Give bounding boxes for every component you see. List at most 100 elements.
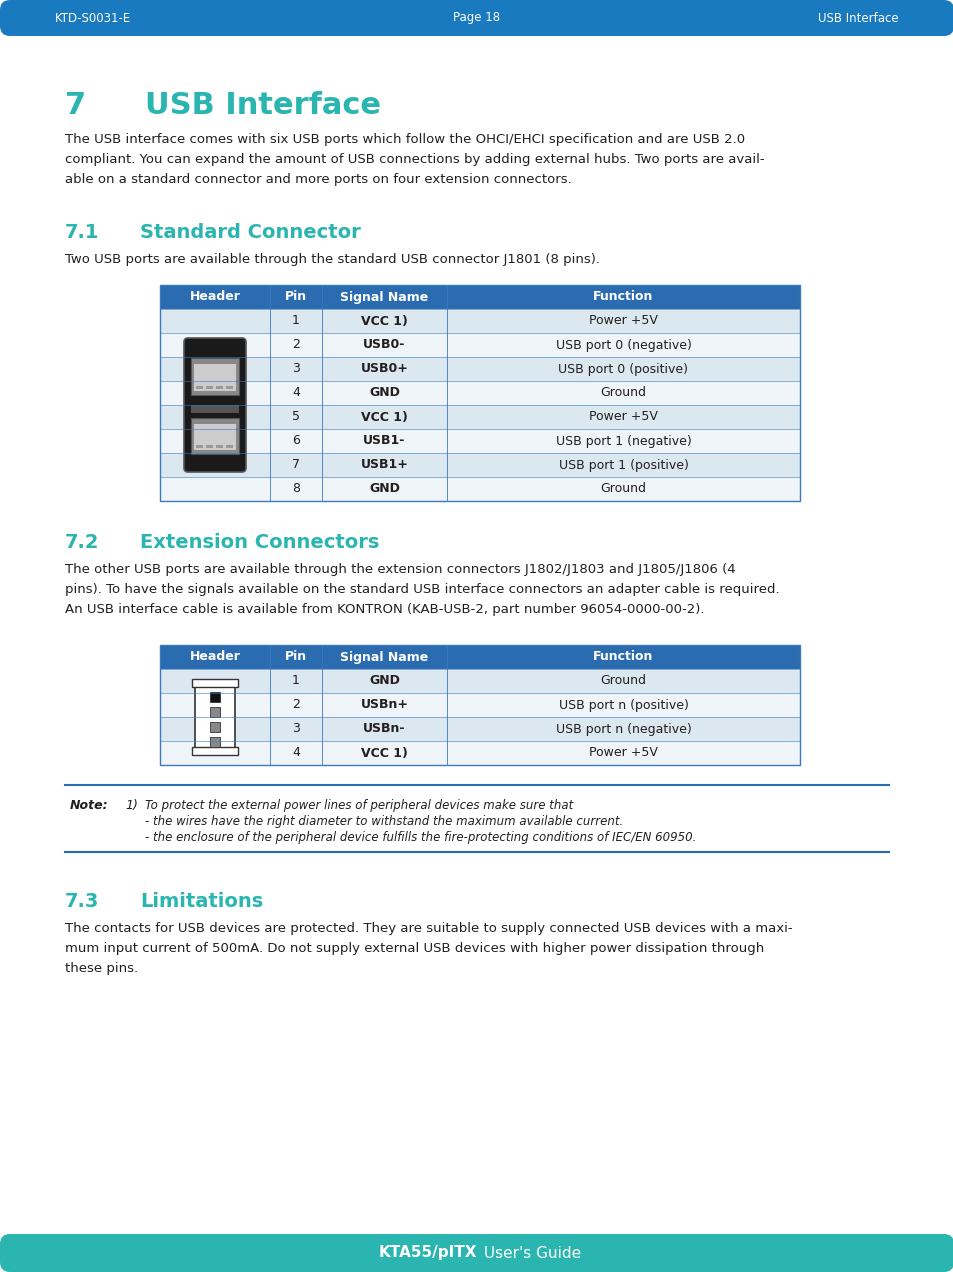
Text: 1: 1 — [292, 314, 299, 327]
Text: To protect the external power lines of peripheral devices make sure that: To protect the external power lines of p… — [145, 799, 573, 812]
Text: 7.1: 7.1 — [65, 223, 99, 242]
Bar — [160, 645, 800, 764]
Bar — [206, 385, 213, 389]
Text: USB1+: USB1+ — [360, 458, 408, 472]
Text: 8: 8 — [292, 482, 299, 496]
Text: Limitations: Limitations — [140, 892, 263, 911]
Text: USB0+: USB0+ — [360, 363, 408, 375]
Text: Signal Name: Signal Name — [340, 290, 428, 304]
Text: Function: Function — [593, 650, 653, 664]
Bar — [210, 692, 220, 702]
Text: 4: 4 — [292, 387, 299, 399]
Bar — [191, 404, 239, 413]
Bar — [160, 404, 800, 429]
Bar — [193, 424, 235, 450]
Bar — [160, 333, 800, 357]
Text: 1): 1) — [125, 799, 138, 812]
Text: Pin: Pin — [285, 650, 307, 664]
Text: Ground: Ground — [599, 674, 646, 687]
Text: USB Interface: USB Interface — [818, 11, 898, 24]
Bar — [191, 418, 239, 454]
Bar — [210, 707, 220, 717]
Text: Power +5V: Power +5V — [588, 747, 658, 759]
Text: KTA55/pITX: KTA55/pITX — [378, 1245, 476, 1261]
Text: 2: 2 — [292, 338, 299, 351]
Bar — [160, 309, 270, 501]
Text: The contacts for USB devices are protected. They are suitable to supply connecte: The contacts for USB devices are protect… — [65, 922, 792, 935]
Text: 5: 5 — [292, 411, 299, 424]
Text: Extension Connectors: Extension Connectors — [140, 533, 379, 552]
Bar — [160, 285, 800, 309]
Text: Power +5V: Power +5V — [588, 314, 658, 327]
Bar — [210, 722, 220, 731]
Text: pins). To have the signals available on the standard USB interface connectors an: pins). To have the signals available on … — [65, 583, 779, 597]
Text: USB port n (positive): USB port n (positive) — [558, 698, 688, 711]
Bar — [191, 359, 239, 394]
Text: 3: 3 — [292, 722, 299, 735]
Bar — [160, 693, 800, 717]
Bar — [195, 445, 203, 449]
Bar — [160, 429, 800, 453]
Text: USB port 1 (positive): USB port 1 (positive) — [558, 458, 688, 472]
Text: Power +5V: Power +5V — [588, 411, 658, 424]
Text: VCC 1): VCC 1) — [360, 314, 408, 327]
Bar — [226, 445, 233, 449]
Bar — [160, 477, 800, 501]
Text: Ground: Ground — [599, 387, 646, 399]
Text: The other USB ports are available through the extension connectors J1802/J1803 a: The other USB ports are available throug… — [65, 563, 735, 576]
Text: An USB interface cable is available from KONTRON (KAB-USB-2, part number 96054-0: An USB interface cable is available from… — [65, 603, 703, 616]
FancyBboxPatch shape — [0, 1234, 953, 1272]
Bar — [160, 645, 800, 669]
Text: User's Guide: User's Guide — [478, 1245, 580, 1261]
Bar — [160, 717, 800, 742]
Text: GND: GND — [369, 387, 399, 399]
Text: Function: Function — [593, 290, 653, 304]
Bar — [192, 747, 237, 756]
Text: VCC 1): VCC 1) — [360, 747, 408, 759]
Text: Signal Name: Signal Name — [340, 650, 428, 664]
Text: 3: 3 — [292, 363, 299, 375]
Bar — [160, 453, 800, 477]
Text: 4: 4 — [292, 747, 299, 759]
Text: 7: 7 — [292, 458, 299, 472]
Bar — [193, 364, 235, 391]
Text: USB Interface: USB Interface — [145, 92, 380, 120]
Text: - the wires have the right diameter to withstand the maximum available current.: - the wires have the right diameter to w… — [145, 815, 622, 828]
Text: - the enclosure of the peripheral device fulfills the fire-protecting conditions: - the enclosure of the peripheral device… — [145, 831, 696, 845]
Bar — [160, 669, 270, 764]
Bar — [215, 385, 223, 389]
Text: Page 18: Page 18 — [453, 11, 500, 24]
Text: able on a standard connector and more ports on four extension connectors.: able on a standard connector and more po… — [65, 173, 571, 186]
Text: 7: 7 — [65, 92, 86, 120]
Text: KTD-S0031-E: KTD-S0031-E — [55, 11, 132, 24]
Text: USB port 1 (negative): USB port 1 (negative) — [555, 435, 691, 448]
Text: USB port n (negative): USB port n (negative) — [555, 722, 691, 735]
FancyBboxPatch shape — [0, 0, 953, 36]
Text: 7.3: 7.3 — [65, 892, 99, 911]
Text: GND: GND — [369, 482, 399, 496]
Bar — [160, 285, 800, 501]
Text: Header: Header — [190, 290, 240, 304]
Text: Header: Header — [190, 650, 240, 664]
Text: 7.2: 7.2 — [65, 533, 99, 552]
Bar — [195, 385, 203, 389]
Text: USB port 0 (positive): USB port 0 (positive) — [558, 363, 688, 375]
Text: 6: 6 — [292, 435, 299, 448]
Bar — [206, 445, 213, 449]
Bar — [160, 382, 800, 404]
Bar — [215, 445, 223, 449]
Text: USB1-: USB1- — [363, 435, 405, 448]
Text: Standard Connector: Standard Connector — [140, 223, 360, 242]
Text: compliant. You can expand the amount of USB connections by adding external hubs.: compliant. You can expand the amount of … — [65, 153, 763, 167]
Text: Note:: Note: — [70, 799, 109, 812]
Text: Ground: Ground — [599, 482, 646, 496]
Bar — [160, 357, 800, 382]
Text: mum input current of 500mA. Do not supply external USB devices with higher power: mum input current of 500mA. Do not suppl… — [65, 943, 763, 955]
Text: 1: 1 — [292, 674, 299, 687]
Text: USB0-: USB0- — [363, 338, 405, 351]
Bar — [160, 742, 800, 764]
Text: The USB interface comes with six USB ports which follow the OHCI/EHCI specificat: The USB interface comes with six USB por… — [65, 134, 744, 146]
Bar — [194, 681, 234, 753]
FancyBboxPatch shape — [184, 338, 246, 472]
Text: USBn-: USBn- — [363, 722, 405, 735]
